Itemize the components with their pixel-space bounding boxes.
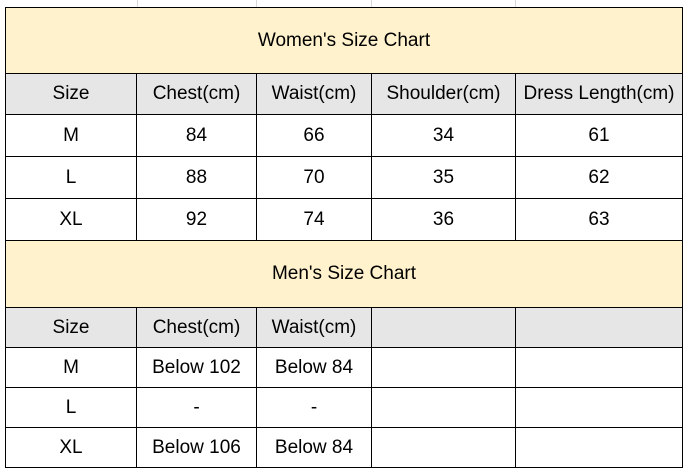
women-cell-waist: 66 — [256, 114, 372, 157]
women-cell-waist: 74 — [256, 198, 372, 241]
men-cell-waist: Below 84 — [256, 427, 372, 468]
women-size-chart-title: Women's Size Chart — [5, 7, 683, 74]
men-header-empty — [515, 307, 683, 348]
men-header-chest: Chest(cm) — [136, 307, 257, 348]
women-header-shoulder: Shoulder(cm) — [371, 73, 516, 115]
men-cell-chest: Below 102 — [136, 347, 257, 388]
women-row-l: L 88 70 35 62 — [5, 156, 683, 199]
women-cell-size: M — [5, 114, 137, 157]
men-cell-size: M — [5, 347, 137, 388]
women-cell-dress-length: 61 — [515, 114, 683, 157]
men-size-chart-title: Men's Size Chart — [5, 240, 683, 308]
men-header-empty — [371, 307, 516, 348]
women-header-size: Size — [5, 73, 137, 115]
women-cell-shoulder: 36 — [371, 198, 516, 241]
women-cell-size: XL — [5, 198, 137, 241]
men-header-size: Size — [5, 307, 137, 348]
women-cell-shoulder: 34 — [371, 114, 516, 157]
men-header-row: Size Chest(cm) Waist(cm) — [5, 307, 683, 348]
gridline — [137, 0, 138, 8]
women-cell-chest: 92 — [136, 198, 257, 241]
women-row-m: M 84 66 34 61 — [5, 114, 683, 157]
men-cell-empty — [515, 387, 683, 428]
size-chart-table: Women's Size Chart Size Chest(cm) Waist(… — [5, 7, 683, 468]
women-cell-chest: 88 — [136, 156, 257, 199]
men-cell-waist: - — [256, 387, 372, 428]
gridline — [515, 0, 516, 8]
men-cell-empty — [515, 347, 683, 388]
women-cell-shoulder: 35 — [371, 156, 516, 199]
women-cell-dress-length: 63 — [515, 198, 683, 241]
men-cell-size: XL — [5, 427, 137, 468]
women-cell-waist: 70 — [256, 156, 372, 199]
men-cell-empty — [371, 387, 516, 428]
men-cell-empty — [371, 427, 516, 468]
women-header-waist: Waist(cm) — [256, 73, 372, 115]
men-title-row: Men's Size Chart — [5, 240, 683, 308]
men-row-xl: XL Below 106 Below 84 — [5, 427, 683, 468]
men-cell-empty — [515, 427, 683, 468]
women-header-row: Size Chest(cm) Waist(cm) Shoulder(cm) Dr… — [5, 73, 683, 115]
women-cell-size: L — [5, 156, 137, 199]
gridline — [256, 0, 257, 8]
women-cell-chest: 84 — [136, 114, 257, 157]
women-header-chest: Chest(cm) — [136, 73, 257, 115]
women-header-dress-length: Dress Length(cm) — [515, 73, 683, 115]
women-title-row: Women's Size Chart — [5, 7, 683, 74]
men-cell-size: L — [5, 387, 137, 428]
gridline — [371, 0, 372, 8]
men-cell-empty — [371, 347, 516, 388]
men-header-waist: Waist(cm) — [256, 307, 372, 348]
men-cell-chest: Below 106 — [136, 427, 257, 468]
women-cell-dress-length: 62 — [515, 156, 683, 199]
men-cell-waist: Below 84 — [256, 347, 372, 388]
men-cell-chest: - — [136, 387, 257, 428]
men-row-m: M Below 102 Below 84 — [5, 347, 683, 388]
men-row-l: L - - — [5, 387, 683, 428]
women-row-xl: XL 92 74 36 63 — [5, 198, 683, 241]
